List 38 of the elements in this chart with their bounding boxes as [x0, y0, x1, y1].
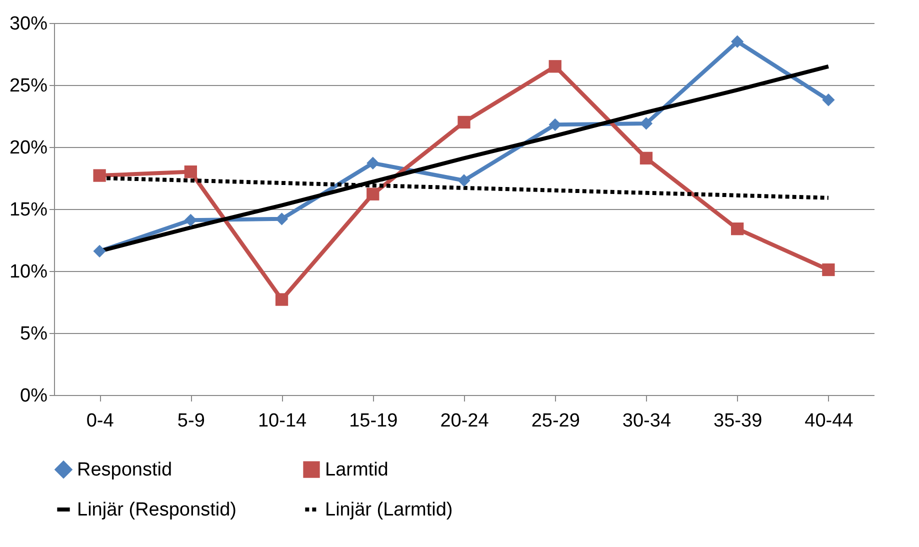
y-tick-label: 25%	[9, 76, 48, 96]
point	[458, 116, 470, 129]
legend-label: Responstid	[77, 460, 172, 481]
y-tick-label: 15%	[9, 200, 48, 220]
y-tick-label: 10%	[9, 262, 48, 282]
x-tick-label: 30-34	[622, 410, 672, 432]
point	[458, 174, 470, 187]
y-tick-label: 0%	[20, 386, 48, 406]
y-tick-label: 30%	[9, 14, 48, 34]
x-tick-label: 40-44	[804, 410, 854, 432]
point	[822, 263, 835, 276]
point	[822, 94, 835, 106]
point	[731, 222, 744, 236]
point	[548, 60, 562, 73]
point	[640, 152, 653, 164]
x-tick-label: 25-29	[531, 410, 580, 432]
point	[275, 212, 288, 226]
point	[184, 214, 197, 226]
y-tick-label: 20%	[9, 138, 48, 158]
point	[366, 156, 380, 170]
legend-label: Linjär (Larmtid)	[325, 500, 453, 520]
point	[366, 188, 380, 200]
x-tick-label: 15-19	[349, 410, 398, 432]
point	[731, 35, 744, 48]
x-tick-label: 20-24	[440, 410, 490, 432]
x-tick-label: 5-9	[177, 410, 205, 432]
point	[548, 118, 562, 132]
legend-label: Larmtid	[325, 460, 388, 481]
x-tick-label: 0-4	[86, 410, 114, 432]
point	[184, 165, 197, 178]
x-tick-label: 10-14	[258, 410, 307, 432]
x-tick-label: 35-39	[714, 410, 762, 432]
y-tick-label: 5%	[20, 324, 48, 344]
point	[640, 117, 653, 130]
point	[93, 244, 106, 258]
legend-label: Linjär (Responstid)	[77, 500, 236, 520]
point	[93, 169, 106, 182]
point	[275, 293, 288, 306]
